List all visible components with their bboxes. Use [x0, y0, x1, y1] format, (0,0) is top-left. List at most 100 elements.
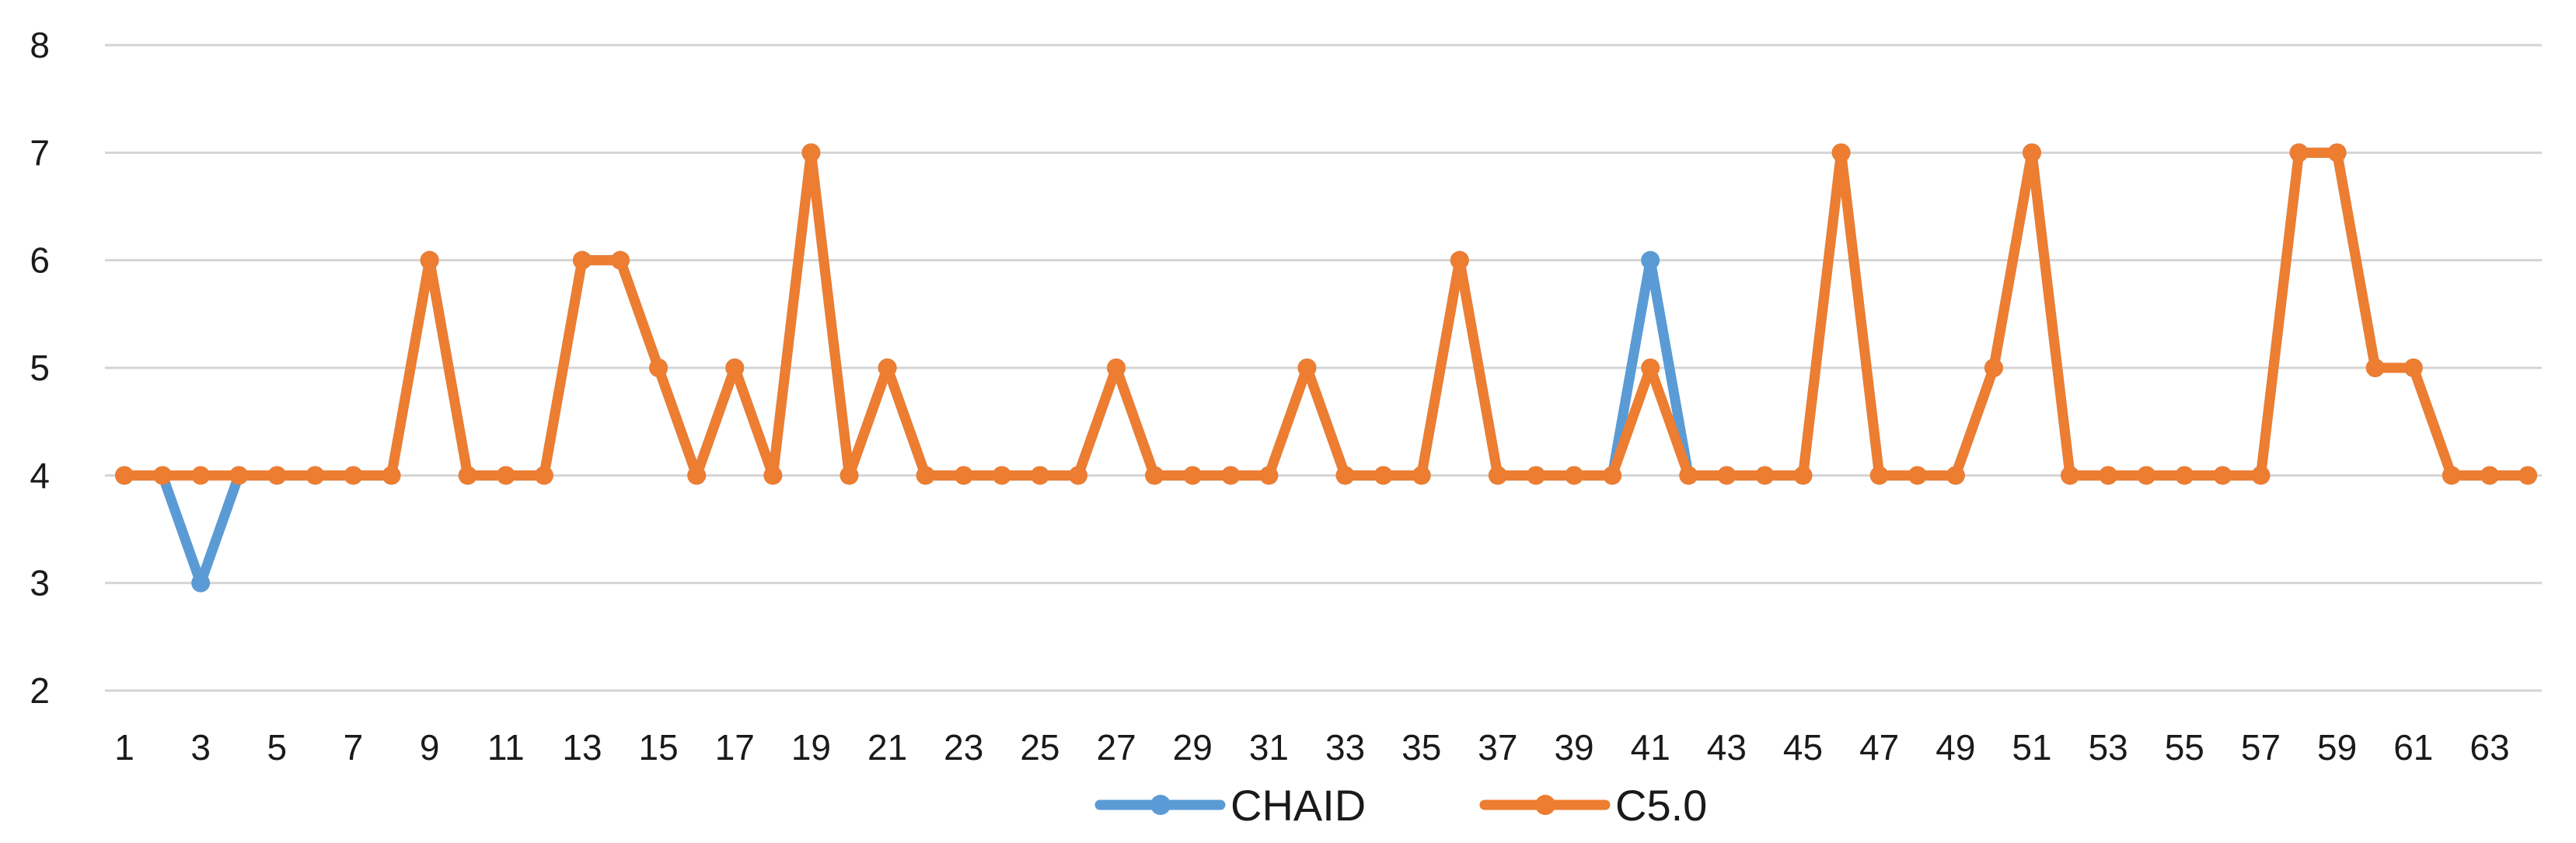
data-point: [1526, 466, 1545, 485]
data-point: [191, 466, 211, 485]
data-point: [1641, 359, 1660, 377]
legend-item: C5.0: [1479, 781, 1707, 830]
x-tick-label: 35: [1401, 727, 1441, 768]
data-point: [382, 466, 401, 485]
x-tick-label: 59: [2317, 727, 2357, 768]
x-tick-label: 33: [1325, 727, 1365, 768]
data-point: [1145, 466, 1164, 485]
legend: CHAID C5.0: [1094, 781, 1707, 830]
x-tick-label: 13: [562, 727, 602, 768]
x-tick-label: 27: [1096, 727, 1136, 768]
x-tick-label: 5: [267, 727, 288, 768]
data-point: [1030, 466, 1049, 485]
x-tick-label: 29: [1173, 727, 1213, 768]
data-point: [2442, 466, 2461, 485]
data-point: [191, 573, 211, 593]
data-point: [878, 359, 897, 377]
data-point: [2099, 466, 2118, 485]
gridlines: [105, 44, 2542, 692]
data-point: [458, 466, 477, 485]
data-point: [1565, 466, 1584, 485]
x-tick-label: 1: [114, 727, 134, 768]
data-point: [839, 466, 859, 485]
data-point: [2518, 466, 2538, 485]
x-tick-label: 63: [2470, 727, 2509, 768]
x-tick-label: 47: [1859, 727, 1899, 768]
data-point: [992, 466, 1011, 485]
data-point: [1221, 466, 1241, 485]
x-tick-label: 49: [1935, 727, 1975, 768]
data-point: [2023, 143, 2041, 163]
data-point: [801, 143, 821, 163]
data-point: [1069, 466, 1087, 485]
data-point: [153, 466, 173, 485]
x-tick-label: 57: [2241, 727, 2281, 768]
data-point: [1869, 466, 1889, 485]
data-point: [1259, 466, 1279, 485]
data-point: [267, 466, 287, 485]
data-point: [1641, 250, 1660, 270]
legend-item: CHAID: [1094, 781, 1366, 830]
x-tick-label: 55: [2165, 727, 2204, 768]
data-point: [1335, 466, 1355, 485]
x-tick-label: 7: [344, 727, 364, 768]
series-c5-0: [115, 143, 2538, 485]
legend-swatch-marker: [1535, 795, 1555, 815]
x-tick-label: 23: [944, 727, 983, 768]
y-tick-label: 2: [30, 670, 50, 711]
x-tick-label: 3: [190, 727, 211, 768]
series-lines: [115, 143, 2538, 593]
series-line: [119, 147, 2533, 481]
data-point: [229, 466, 249, 485]
data-point: [611, 250, 630, 270]
x-tick-label: 21: [867, 727, 907, 768]
data-point: [916, 466, 935, 485]
x-tick-label: 25: [1020, 727, 1059, 768]
data-point: [2289, 143, 2309, 163]
x-tick-label: 41: [1631, 727, 1670, 768]
data-point: [1793, 466, 1813, 485]
x-tick-label: 9: [420, 727, 440, 768]
x-tick-label: 37: [1478, 727, 1517, 768]
legend-label: CHAID: [1230, 781, 1366, 830]
x-tick-label: 31: [1249, 727, 1289, 768]
data-point: [1946, 466, 1965, 485]
data-point: [115, 466, 134, 485]
data-point: [1374, 466, 1393, 485]
data-point: [2251, 466, 2271, 485]
data-point: [687, 466, 707, 485]
x-tick-label: 53: [2089, 727, 2128, 768]
data-point: [1717, 466, 1737, 485]
data-point: [1984, 359, 2003, 377]
y-tick-label: 6: [30, 240, 50, 281]
data-point: [1107, 359, 1126, 377]
data-point: [763, 466, 783, 485]
data-point: [2175, 466, 2194, 485]
data-point: [649, 359, 668, 377]
data-point: [305, 466, 325, 485]
x-tick-label: 19: [791, 727, 831, 768]
data-point: [2061, 466, 2080, 485]
data-point: [344, 466, 363, 485]
y-tick-label: 3: [30, 563, 50, 603]
data-point: [534, 466, 553, 485]
y-tick-label: 7: [30, 132, 50, 173]
data-point: [2213, 466, 2232, 485]
x-tick-label: 39: [1554, 727, 1593, 768]
data-point: [1679, 466, 1698, 485]
x-tick-label: 17: [715, 727, 755, 768]
data-point: [2327, 143, 2347, 163]
data-point: [1488, 466, 1507, 485]
data-point: [1297, 359, 1317, 377]
x-tick-label: 15: [639, 727, 679, 768]
y-tick-label: 4: [30, 455, 50, 495]
data-point: [420, 250, 439, 270]
data-point: [1450, 250, 1469, 270]
legend-label: C5.0: [1615, 781, 1707, 830]
data-point: [1908, 466, 1927, 485]
data-point: [1831, 143, 1851, 163]
data-point: [572, 250, 592, 270]
y-tick-label: 5: [30, 348, 50, 388]
x-tick-label: 51: [2012, 727, 2051, 768]
